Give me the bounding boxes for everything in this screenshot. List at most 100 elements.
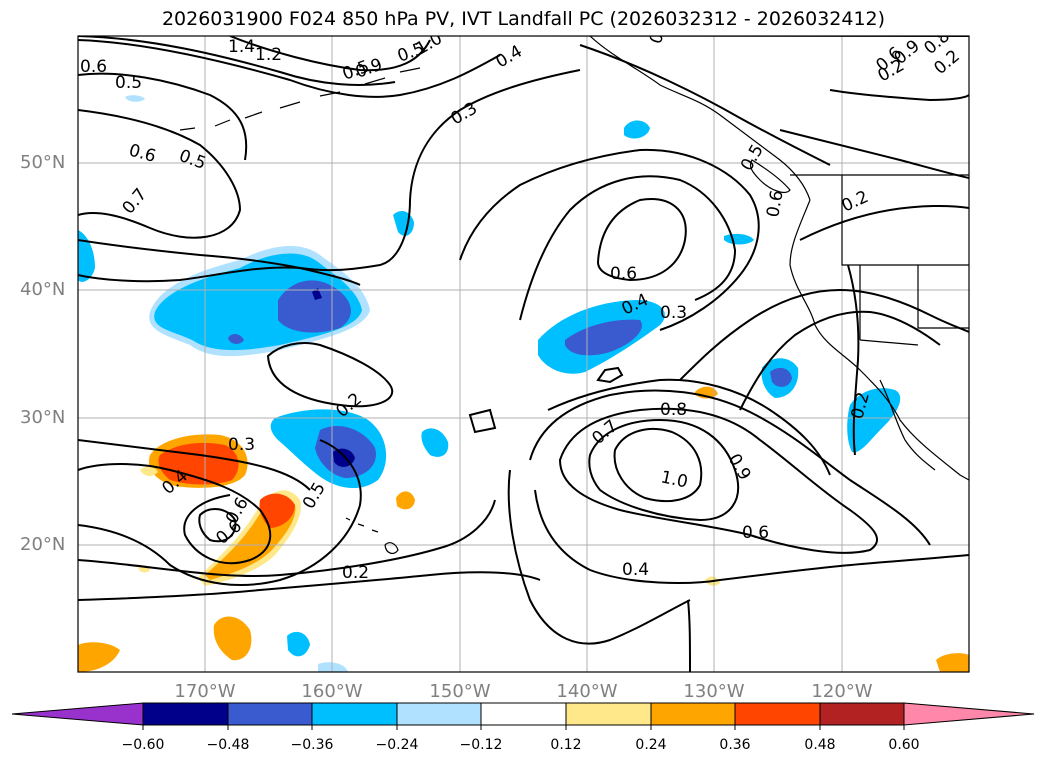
colorbar-segment	[819, 702, 905, 726]
contour-line	[779, 129, 969, 179]
contour-line	[596, 366, 624, 384]
pos-region-misc	[140, 466, 158, 476]
colorbar-segment	[142, 702, 229, 726]
contour-line	[829, 89, 969, 102]
neg-region-misc	[78, 230, 95, 282]
coastline-aleutians	[179, 67, 421, 131]
contour-label: 1.2	[255, 45, 282, 65]
contour-label: 0.2	[342, 563, 369, 583]
contour-line	[266, 342, 394, 408]
colorbar-max-arrow	[903, 702, 1035, 726]
pv-negative-shading	[78, 95, 901, 672]
lon-label: 140°W	[556, 681, 618, 702]
coastline-alaska	[589, 36, 811, 201]
contour-line	[799, 204, 969, 241]
colorbar-tick-label: 0.24	[635, 737, 667, 753]
contour-line	[229, 36, 431, 72]
neg-region-misc	[624, 120, 650, 139]
colorbar-segment	[480, 702, 567, 726]
contour-line	[78, 39, 501, 98]
contour-line	[687, 599, 691, 672]
colorbar-tick-label: 0.12	[550, 737, 582, 753]
contour-label: 0.4	[622, 560, 649, 580]
contour-label: 0.3	[646, 14, 674, 46]
neg-region-misc	[724, 233, 754, 245]
colorbar-tick-label: 0.36	[719, 737, 751, 753]
contour-line	[78, 36, 396, 86]
colorbar-segment	[396, 702, 482, 726]
colorbar-tick-label: 0.60	[888, 737, 920, 753]
contour-label: 1.0	[659, 467, 690, 492]
contour-line	[459, 148, 760, 331]
neg-region-misc	[770, 367, 792, 387]
coastline	[179, 36, 969, 555]
coastline-baja	[879, 379, 936, 471]
graticule	[78, 36, 969, 672]
contour-line	[529, 389, 931, 546]
colorbar-segment	[565, 702, 652, 726]
pv-contours	[78, 36, 969, 672]
contour-label: 0.8	[660, 400, 687, 420]
pos-region-west	[259, 493, 295, 528]
contour-line	[547, 378, 831, 476]
pos-region-misc	[936, 653, 969, 672]
contour-line	[679, 288, 969, 381]
lon-label: 160°W	[301, 681, 363, 702]
lon-label: 170°W	[174, 681, 236, 702]
lat-label: 20°N	[20, 534, 66, 555]
contour-line	[507, 469, 691, 645]
contour-line	[588, 418, 740, 522]
neg-region-misc	[393, 210, 414, 236]
neg-region-misc	[421, 428, 449, 457]
contour-line	[78, 571, 541, 601]
lat-label: 50°N	[20, 152, 66, 173]
contour-line	[739, 310, 941, 411]
contour-label: 0.2	[839, 187, 872, 217]
contour-label: 0.3	[660, 303, 687, 323]
pos-region-misc	[396, 491, 415, 510]
pos-region-misc	[213, 616, 252, 661]
lon-label: 130°W	[683, 681, 745, 702]
neg-region-misc	[125, 95, 145, 102]
contour-line	[579, 44, 831, 166]
contour-label: 0.6	[763, 189, 787, 219]
neg-region-east-pacific	[565, 319, 642, 356]
map-title: 2026031900 F024 850 hPa PV, IVT Landfall…	[161, 8, 886, 30]
border-states	[841, 175, 969, 346]
neg-region-misc	[287, 631, 310, 657]
contour-line	[78, 239, 361, 286]
lat-label: 40°N	[20, 279, 66, 300]
map-frame	[77, 35, 970, 673]
contour-label: 0.6	[610, 264, 637, 284]
contour-label: 0.4	[493, 41, 526, 72]
neg-region-misc	[847, 388, 901, 453]
colorbar	[11, 702, 1035, 730]
contour-line	[534, 489, 969, 584]
contour-line	[78, 69, 581, 283]
colorbar-segment	[734, 702, 821, 726]
lat-label: 30°N	[20, 407, 66, 428]
neg-region-misc	[318, 662, 348, 672]
colorbar-segment	[650, 702, 736, 726]
contour-label: 0.5	[737, 141, 768, 174]
coastline-hawaii	[345, 517, 399, 555]
contour-line	[78, 499, 496, 578]
colorbar-tick-label: −0.36	[290, 737, 334, 753]
contour-label: 0.7	[588, 416, 622, 449]
contour-label: 0.7	[119, 185, 152, 219]
contour-label: 0.6	[742, 523, 769, 543]
lon-label: 120°W	[811, 681, 873, 702]
contour-line	[78, 463, 272, 565]
pos-region-misc	[78, 642, 120, 672]
contour-line	[78, 109, 242, 239]
contour-line	[78, 72, 248, 161]
contour-line	[847, 264, 860, 456]
colorbar-tick-label: −0.24	[375, 737, 419, 753]
neg-region-central-pacific	[278, 280, 351, 333]
colorbar-tick-label: −0.48	[206, 737, 250, 753]
contour-line	[468, 408, 497, 434]
contour-label: 0.5	[115, 73, 142, 93]
contour-line	[519, 175, 737, 321]
contour-label: 1.4	[228, 37, 255, 57]
